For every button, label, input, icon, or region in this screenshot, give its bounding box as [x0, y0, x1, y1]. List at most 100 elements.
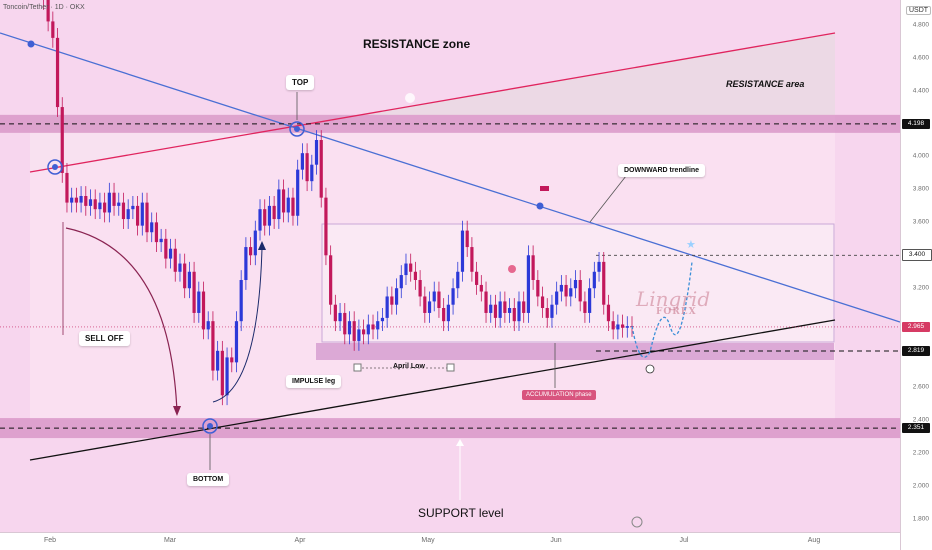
candle-body	[150, 222, 154, 233]
overlays-layer: ★	[27, 40, 696, 528]
candle-body	[536, 280, 540, 297]
sell-off-arrowhead	[173, 406, 181, 416]
downward-trendline-label: DOWNWARD trendline	[618, 164, 706, 177]
candle-body	[84, 196, 88, 206]
candle-body	[201, 291, 206, 330]
lines-layer	[0, 32, 900, 461]
candle-body	[418, 280, 422, 297]
candle-body	[460, 230, 465, 272]
candle-body	[154, 222, 159, 243]
bottom-label: BOTTOM	[187, 473, 230, 486]
candle-body	[79, 196, 83, 203]
candle-body	[183, 263, 187, 289]
sell-off-curve	[65, 227, 178, 413]
price-tag: 3.200	[912, 284, 929, 292]
breakdown-marker-dot	[52, 164, 58, 170]
sell-off-label: SELL OFF	[79, 331, 130, 346]
price-tag: 2.200	[912, 449, 929, 457]
candle-body	[479, 284, 483, 292]
candle-body	[578, 280, 582, 302]
candles-layer	[43, 0, 634, 406]
candle-body	[65, 172, 69, 203]
candle-body	[475, 271, 479, 285]
candle-body	[211, 321, 215, 371]
watermark-sub: FOREX	[656, 307, 697, 317]
top-marker	[289, 121, 305, 137]
candle-body	[239, 280, 243, 322]
price-tag: 2.000	[912, 482, 929, 490]
price-axis[interactable]: USDT 4.800 4.600 4.400 4.198 4.000 3.800 3.600…	[900, 0, 932, 550]
candle-body	[427, 301, 432, 313]
candle-body	[493, 304, 498, 318]
candle-body	[432, 291, 436, 302]
candle-body	[597, 261, 601, 272]
candle-body	[465, 230, 469, 248]
candle-body	[540, 296, 545, 308]
candle-body	[625, 326, 629, 328]
resistance-area-label: RESISTANCE area	[726, 79, 805, 89]
candle-body	[300, 153, 304, 170]
candle-body	[93, 199, 97, 210]
candle-body	[616, 324, 620, 330]
candle-body	[324, 197, 328, 256]
price-tag: 2.351	[902, 423, 930, 434]
candle-body	[366, 324, 370, 335]
candle-body	[103, 202, 107, 213]
candle-body	[168, 248, 173, 259]
candle-body	[216, 350, 220, 371]
candle-body	[550, 304, 554, 318]
top-marker-dot	[294, 126, 300, 132]
watermark-name: Lingrid	[636, 287, 711, 311]
snail-marker	[508, 265, 516, 273]
candle-body	[489, 304, 493, 313]
price-tag: 2.600	[912, 383, 929, 391]
symbol-title[interactable]: Toncoin/Tether · 1D · OKX	[3, 4, 85, 11]
candle-body	[470, 247, 474, 272]
candle-body	[338, 312, 342, 322]
candle-body	[522, 301, 526, 313]
april-low-label: April Low	[393, 363, 425, 370]
candle-body	[333, 304, 337, 322]
candle-body	[88, 199, 93, 206]
candle-body	[611, 321, 615, 330]
candle-body	[234, 321, 239, 363]
april-low-band	[316, 343, 834, 360]
candle-body	[620, 324, 625, 328]
candle-body	[399, 275, 403, 289]
candle-body	[531, 255, 535, 280]
candle-body	[371, 324, 375, 330]
candle-body	[107, 192, 111, 213]
price-tag: 4.600	[912, 54, 929, 62]
candle-body	[244, 247, 248, 280]
time-tick: Jun	[550, 537, 562, 544]
impulse-arrowhead	[258, 241, 266, 250]
flag-marker	[540, 186, 549, 191]
price-chart[interactable]: ★	[0, 0, 900, 532]
candle-body	[606, 304, 611, 322]
candle-body	[272, 205, 276, 220]
lingrid-watermark: Lingrid FOREX	[636, 287, 710, 317]
candle-body	[135, 205, 140, 226]
candle-body	[126, 209, 130, 220]
candle-body	[145, 202, 149, 233]
candle-body	[258, 209, 262, 231]
candle-body	[248, 247, 253, 256]
candle-body	[380, 317, 385, 322]
candle-body	[347, 321, 352, 335]
price-tag: 4.400	[912, 87, 929, 95]
candle-body	[164, 238, 168, 259]
breakdown-marker	[47, 159, 63, 175]
candle-body	[569, 288, 573, 297]
candle-body	[588, 288, 592, 313]
candle-body	[296, 169, 300, 216]
top-label: TOP	[286, 75, 315, 90]
flash-marker	[631, 516, 643, 528]
candle-body	[456, 271, 460, 289]
time-axis[interactable]: Feb Mar Apr May Jun Jul Aug	[0, 532, 900, 550]
candle-body	[573, 280, 578, 289]
unit-label[interactable]: USDT	[906, 6, 932, 15]
candle-body	[55, 37, 60, 108]
candle-body	[277, 189, 281, 220]
price-tag: 1.800	[912, 515, 929, 523]
candle-body	[357, 329, 361, 341]
